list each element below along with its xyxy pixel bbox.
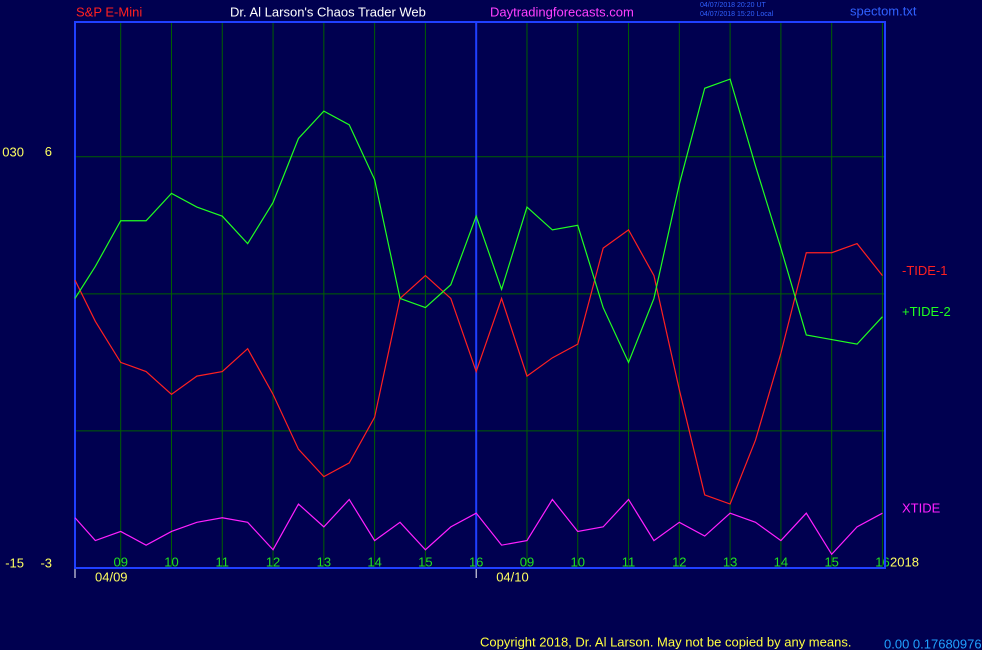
- x-tick-label: 13: [317, 554, 331, 569]
- file-name: spectom.txt: [850, 3, 917, 18]
- x-tick-label: 15: [824, 554, 838, 569]
- x-tick-label: 11: [216, 554, 230, 569]
- instrument: S&P E-Mini: [76, 4, 142, 19]
- stamp-ut: 04/07/2018 20:20 UT: [700, 2, 766, 9]
- x-tick-label: 09: [520, 554, 534, 569]
- x-tick-label: 10: [164, 554, 178, 569]
- chart-title: Dr. Al Larson's Chaos Trader Web: [230, 4, 426, 19]
- x-tick-label: 14: [367, 554, 381, 569]
- x-tick-label: 09: [113, 554, 127, 569]
- series-line: [74, 229, 883, 505]
- legend-entry: +TIDE-2: [902, 304, 951, 319]
- x-tick-label: 14: [774, 554, 788, 569]
- x-tick-label: 12: [266, 554, 280, 569]
- plot-frame: [74, 21, 886, 569]
- y2-tick-label: 030: [2, 145, 24, 160]
- series-line: [74, 498, 883, 556]
- copyright: Copyright 2018, Dr. Al Larson. May not b…: [480, 634, 851, 649]
- date-label: 04/09: [95, 569, 128, 584]
- year-label: 2018: [890, 554, 919, 569]
- date-label: 04/10: [496, 569, 529, 584]
- x-tick-label: 12: [672, 554, 686, 569]
- series-line: [74, 78, 883, 364]
- x-tick-label: 13: [723, 554, 737, 569]
- readout: 0.00 0.176809768: [884, 636, 982, 650]
- legend-entry: -TIDE-1: [902, 263, 948, 278]
- x-tick-label: 11: [622, 554, 636, 569]
- x-tick-label: 15: [418, 554, 432, 569]
- y-tick-label: -3: [40, 555, 52, 570]
- stamp-local: 04/07/2018 15:20 Local: [700, 11, 774, 18]
- site: Daytradingforecasts.com: [490, 4, 634, 19]
- legend-entry: XTIDE: [902, 501, 941, 516]
- x-tick-label: 16: [875, 554, 889, 569]
- y2-tick-label: -15: [5, 555, 24, 570]
- y-tick-label: 6: [45, 144, 52, 159]
- x-tick-label: 10: [571, 554, 585, 569]
